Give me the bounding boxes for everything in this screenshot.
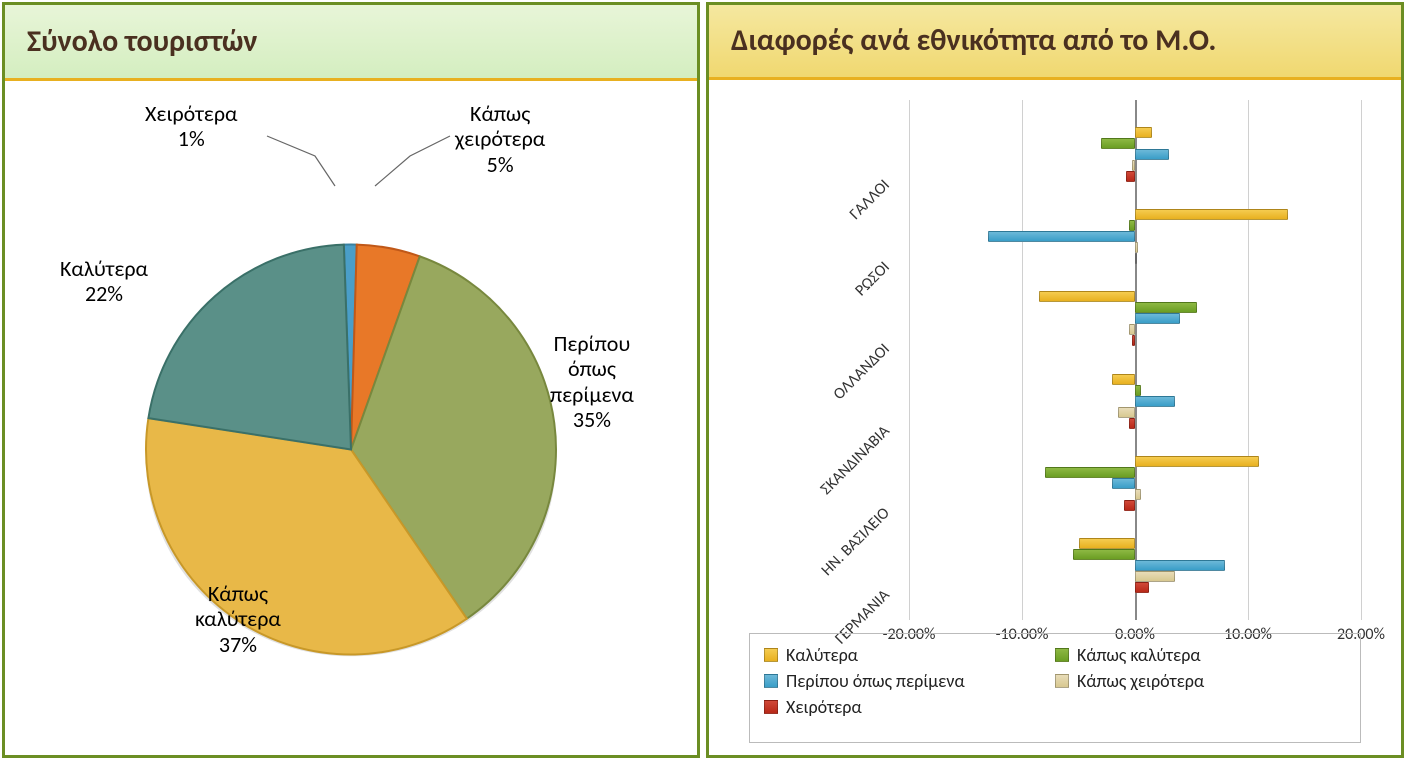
bar-red (1132, 335, 1135, 346)
pie-panel: Σύνολο τουριστών Χειρότερα1% Κάπωςχειρότ… (2, 2, 700, 758)
bar-blue (1135, 149, 1169, 160)
legend-kalytera: Καλύτερα (764, 644, 1055, 666)
bar-blue (1135, 313, 1180, 324)
legend-kapos-kalytera: Κάπως καλύτερα (1055, 644, 1346, 666)
bar-red (1135, 582, 1149, 593)
bar-yellow (1135, 127, 1152, 138)
bar-plot: -20.00%-10.00%0.00%10.00%20.00%ΓΑΛΛΟΙΡΩΣ… (749, 100, 1361, 620)
bar-tan (1135, 242, 1138, 253)
grid-line (1248, 100, 1249, 620)
bar-green (1135, 302, 1197, 313)
bar-yellow (1135, 456, 1259, 467)
bar-green (1101, 138, 1135, 149)
bar-blue (1135, 560, 1225, 571)
bar-red (1126, 171, 1135, 182)
bar-blue (1112, 478, 1135, 489)
bar-green (1129, 220, 1135, 231)
bar-tan (1135, 489, 1141, 500)
bar-chart-area: -20.00%-10.00%0.00%10.00%20.00%ΓΑΛΛΟΙΡΩΣ… (709, 80, 1401, 755)
bar-blue (988, 231, 1135, 242)
bar-legend: Καλύτερα Κάπως καλύτερα Περίπου όπως περ… (749, 633, 1361, 743)
bar-red (1129, 418, 1135, 429)
bar-tan (1118, 407, 1135, 418)
bar-green (1045, 467, 1135, 478)
grid-line (909, 100, 910, 620)
bar-panel: Διαφορές ανά εθνικότητα από το Μ.Ο. -20.… (706, 2, 1404, 758)
bar-green (1135, 385, 1141, 396)
bar-yellow (1112, 374, 1135, 385)
grid-line (1022, 100, 1023, 620)
bar-tan (1129, 324, 1135, 335)
bar-title: Διαφορές ανά εθνικότητα από το Μ.Ο. (709, 5, 1401, 80)
pie-title: Σύνολο τουριστών (5, 5, 697, 81)
bar-blue (1135, 396, 1175, 407)
pie-chart-area: Χειρότερα1% Κάπωςχειρότερα5% Περίπουόπως… (5, 81, 697, 755)
bar-red (1135, 253, 1137, 264)
bar-red (1124, 500, 1135, 511)
pie-leaders (5, 81, 697, 721)
legend-kapos-xeirotera: Κάπως χειρότερα (1055, 670, 1346, 692)
grid-line (1361, 100, 1362, 620)
bar-green (1073, 549, 1135, 560)
bar-tan (1132, 160, 1135, 171)
bar-tan (1135, 571, 1175, 582)
zero-line (1135, 100, 1137, 620)
legend-xeirotera: Χειρότερα (764, 696, 1055, 718)
bar-yellow (1039, 291, 1135, 302)
bar-yellow (1079, 538, 1136, 549)
bar-yellow (1135, 209, 1288, 220)
legend-peripou: Περίπου όπως περίμενα (764, 670, 1055, 692)
